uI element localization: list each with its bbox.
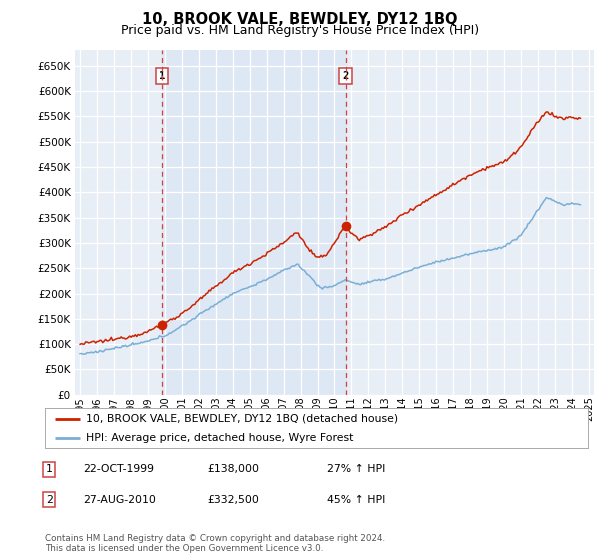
Text: Price paid vs. HM Land Registry's House Price Index (HPI): Price paid vs. HM Land Registry's House … xyxy=(121,24,479,37)
Text: 22-OCT-1999: 22-OCT-1999 xyxy=(83,464,154,474)
Text: 2: 2 xyxy=(343,71,349,81)
Text: 27% ↑ HPI: 27% ↑ HPI xyxy=(327,464,385,474)
Text: 1: 1 xyxy=(158,71,165,81)
Text: 27-AUG-2010: 27-AUG-2010 xyxy=(83,494,155,505)
Text: 1: 1 xyxy=(46,464,53,474)
Text: HPI: Average price, detached house, Wyre Forest: HPI: Average price, detached house, Wyre… xyxy=(86,433,353,443)
Text: 10, BROOK VALE, BEWDLEY, DY12 1BQ (detached house): 10, BROOK VALE, BEWDLEY, DY12 1BQ (detac… xyxy=(86,414,398,423)
Text: 2: 2 xyxy=(46,494,53,505)
Text: 45% ↑ HPI: 45% ↑ HPI xyxy=(327,494,385,505)
Bar xyxy=(161,50,346,395)
Text: £138,000: £138,000 xyxy=(207,464,259,474)
Text: 10, BROOK VALE, BEWDLEY, DY12 1BQ: 10, BROOK VALE, BEWDLEY, DY12 1BQ xyxy=(142,12,458,27)
Text: £332,500: £332,500 xyxy=(207,494,259,505)
Text: Contains HM Land Registry data © Crown copyright and database right 2024.
This d: Contains HM Land Registry data © Crown c… xyxy=(45,534,385,553)
